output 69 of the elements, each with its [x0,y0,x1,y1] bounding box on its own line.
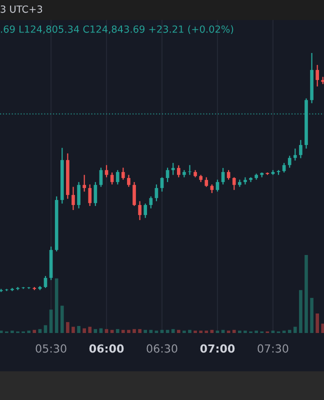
bar [54,278,58,333]
candlestick [22,286,25,290]
bar [32,330,36,333]
bar [138,329,142,333]
text: .69 L124,805.34 C124,843.69 +23.21 (+0.02%) [1,25,234,34]
bar [94,329,98,333]
candlestick [88,184,92,207]
candlestick [299,139,302,159]
candlestick [127,174,130,188]
bar [132,329,136,333]
bar [293,326,297,333]
candlestick [160,176,164,192]
bar [72,326,75,333]
bar [88,326,92,333]
candlestick [282,162,286,174]
bar [77,326,80,333]
candlestick [288,155,292,168]
x-tick-label: 06:30 [146,344,178,353]
bar [316,314,320,333]
x-tick-label: 05:30 [36,344,66,353]
bar [299,290,302,333]
bar [304,255,308,333]
candlestick [72,186,75,211]
candlestick [176,164,180,178]
candlestick [293,148,297,162]
candlestick [204,176,208,188]
bar [144,330,148,333]
candlestick [232,176,236,190]
candlestick [316,64,320,88]
candlestick [132,182,136,207]
bar [288,330,292,333]
candlestick [166,167,170,183]
candlestick [188,164,192,176]
candlestick [216,179,220,192]
bar [149,330,153,333]
bar [188,330,192,333]
bar [122,330,125,333]
candlestick [122,167,125,180]
candlestick [154,184,158,202]
bar [82,328,86,333]
x-tick-label: 07:00 [200,344,235,353]
bar [38,329,42,333]
x-tick-label: 06:00 [89,344,124,353]
candlestick [82,174,86,192]
bar [310,298,314,333]
candlestick [144,203,148,218]
candlestick [221,167,225,185]
bar [116,329,120,333]
bar [171,329,175,333]
bar [44,325,48,333]
candlestick [116,170,120,185]
candlestick [104,164,108,178]
bar [60,306,64,333]
bar [232,330,236,333]
bar [127,330,130,333]
candlestick [99,167,103,188]
text: 3 UTC+3 [0,5,42,13]
x-tick-label: 07:30 [258,344,288,353]
bar [49,310,53,333]
candlestick [138,200,142,221]
candlestick [171,162,175,176]
candlestick [226,170,230,180]
candlestick [149,196,153,209]
bar [66,322,70,333]
bar [104,329,108,333]
candlestick [244,176,247,185]
bar [321,324,324,333]
bar [176,330,180,333]
candlestick [77,182,80,209]
